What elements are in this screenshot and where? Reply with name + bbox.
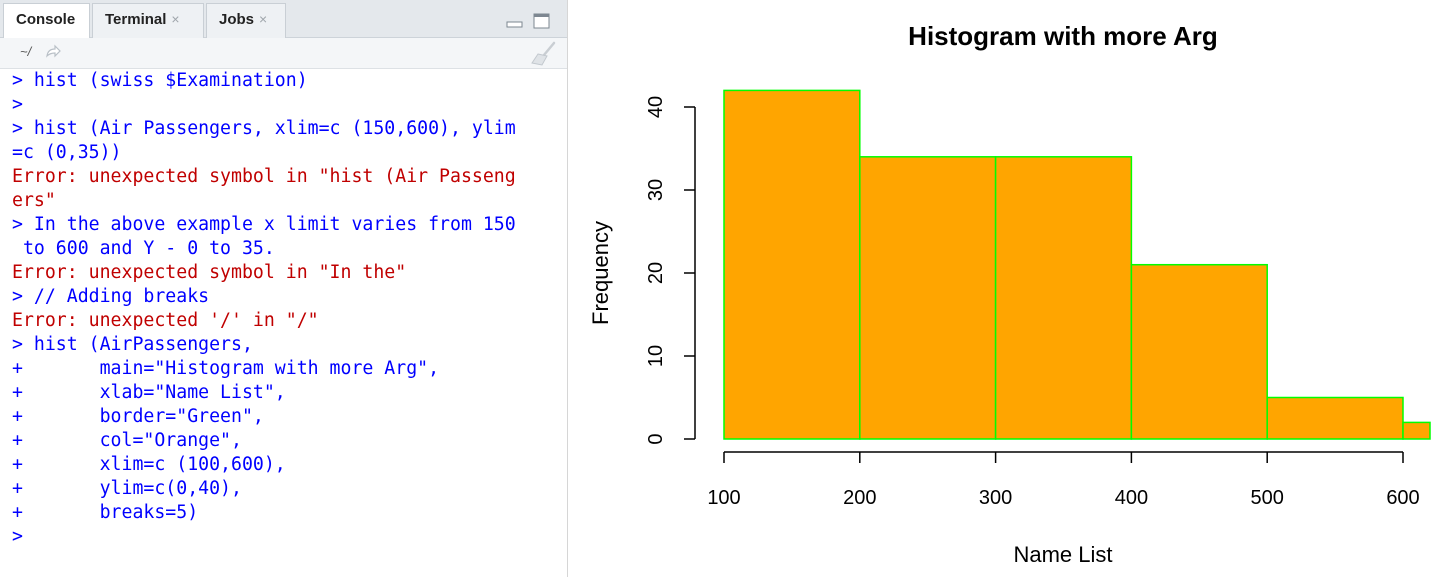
x-tick-label: 400 <box>1115 487 1148 509</box>
clear-console-icon[interactable] <box>530 41 560 72</box>
console-input-line: > // Adding breaks <box>12 286 210 307</box>
tab-console-label: Console <box>16 11 76 28</box>
console-output[interactable]: > hist (swiss $Examination) > > hist (Air … <box>0 69 567 577</box>
console-input-line: + main="Histogram with more Arg", <box>12 358 440 379</box>
y-tick-label: 40 <box>645 96 667 118</box>
histogram-bar <box>1266 396 1404 440</box>
histogram-bar <box>1130 263 1268 440</box>
console-input-line: > hist (Air Passengers, xlim=c (150,600)… <box>12 118 516 139</box>
console-input-line: + col="Orange", <box>12 430 242 451</box>
console-input-line: > hist (AirPassengers, <box>12 334 253 355</box>
console-error-line: Error: unexpected '/' in "/" <box>12 310 319 331</box>
y-tick-label: 20 <box>645 262 667 284</box>
y-axis-label: Frequency <box>588 221 613 325</box>
histogram-bar <box>1402 421 1431 440</box>
console-input-line: + border="Green", <box>12 406 264 427</box>
tab-terminal-label: Terminal <box>105 11 167 28</box>
console-input-line: > In the above example x limit varies fr… <box>12 214 516 235</box>
y-axis: 0 10 20 30 40 <box>645 96 696 445</box>
console-input-line: + ylim=c(0,40), <box>12 478 242 499</box>
console-input-line: + xlab="Name List", <box>12 382 286 403</box>
x-tick-label: 300 <box>979 487 1012 509</box>
histogram-bars <box>723 89 1431 440</box>
console-error-line: Error: unexpected symbol in "hist (Air P… <box>12 166 516 187</box>
console-input-line: > <box>12 526 23 547</box>
y-tick-label: 0 <box>645 433 667 444</box>
console-pane: Console Terminal × Jobs × ~/ > hist (swiss… <box>0 0 568 577</box>
console-input-line: > <box>12 94 23 115</box>
y-tick-label: 30 <box>645 179 667 201</box>
close-icon[interactable]: × <box>259 11 268 27</box>
x-axis-label: Name List <box>1013 542 1112 567</box>
x-tick-label: 100 <box>707 487 740 509</box>
console-toolbar: ~/ <box>0 38 567 69</box>
console-input-line: =c (0,35)) <box>12 142 122 163</box>
console-input-line: + breaks=5) <box>12 502 199 523</box>
console-input-line: + xlim=c (100,600), <box>12 454 286 475</box>
maximize-icon[interactable] <box>533 13 551 29</box>
x-tick-label: 600 <box>1386 487 1419 509</box>
pane-tab-bar: Console Terminal × Jobs × <box>0 0 567 39</box>
tab-terminal[interactable]: Terminal × <box>92 3 204 38</box>
histogram-bar <box>723 89 861 440</box>
y-tick-label: 10 <box>645 345 667 367</box>
working-directory: ~/ <box>20 44 32 59</box>
tab-jobs[interactable]: Jobs × <box>206 3 286 38</box>
plot-pane: Histogram with more Arg 0 10 20 30 40 100 200… <box>576 0 1448 577</box>
console-error-line: ers" <box>12 190 56 211</box>
tab-console[interactable]: Console <box>3 3 90 39</box>
histogram-chart: Histogram with more Arg 0 10 20 30 40 100 200… <box>588 21 1431 567</box>
console-input-line: > hist (swiss $Examination) <box>12 70 308 91</box>
histogram-bar <box>994 156 1133 440</box>
chart-title: Histogram with more Arg <box>908 21 1218 51</box>
x-axis: 100 200 300 400 500 600 <box>707 451 1420 509</box>
go-to-directory-icon[interactable] <box>44 44 62 65</box>
close-icon[interactable]: × <box>171 11 180 27</box>
x-tick-label: 500 <box>1251 487 1284 509</box>
console-input-line: to 600 and Y - 0 to 35. <box>12 238 275 259</box>
tab-jobs-label: Jobs <box>219 11 255 28</box>
x-tick-label: 200 <box>843 487 876 509</box>
console-error-line: Error: unexpected symbol in "In the" <box>12 262 407 283</box>
histogram-bar <box>859 156 997 440</box>
minimize-icon[interactable] <box>506 13 524 29</box>
